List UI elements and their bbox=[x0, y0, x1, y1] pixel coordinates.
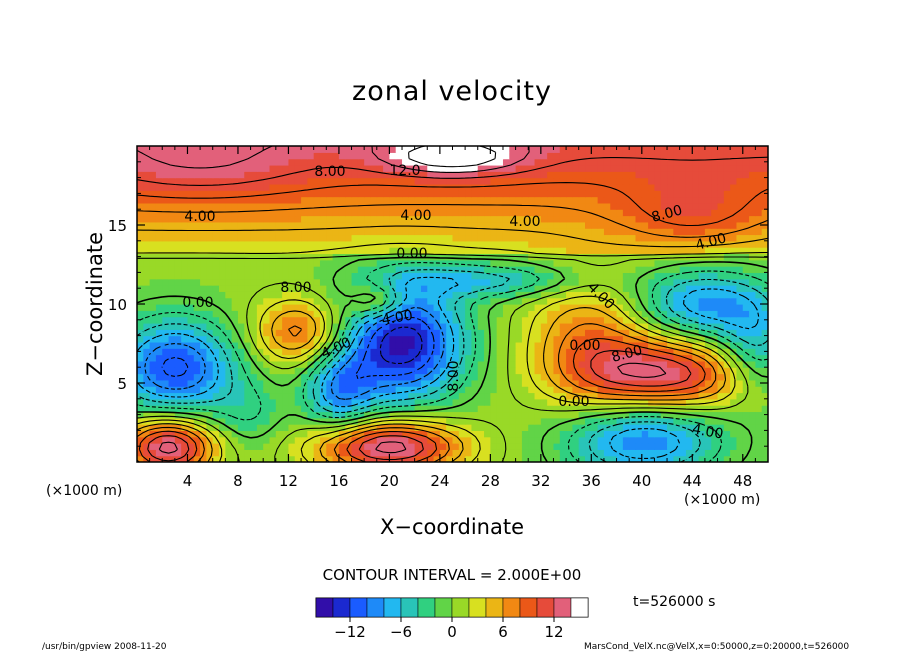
x-tick-label: 28 bbox=[481, 472, 500, 490]
x-unit-left: (×1000 m) bbox=[46, 483, 123, 499]
x-tick-label: 44 bbox=[683, 472, 702, 490]
x-unit-right: (×1000 m) bbox=[684, 492, 761, 508]
x-tick-label: 32 bbox=[531, 472, 550, 490]
colorbar-segment bbox=[383, 597, 402, 618]
contour-label: 8.00 bbox=[610, 342, 644, 366]
colorbar-tick-label: 12 bbox=[544, 623, 563, 641]
colorbar-segment bbox=[451, 597, 470, 618]
y-tick-label: 15 bbox=[108, 217, 127, 235]
y-tick-label: 5 bbox=[117, 375, 127, 393]
colorbar-tick-label: 6 bbox=[498, 623, 508, 641]
contour-label: 8.00 bbox=[650, 202, 684, 226]
contour-label: 8.00 bbox=[446, 360, 462, 391]
x-tick-label: 48 bbox=[733, 472, 752, 490]
contour-label: 8.00 bbox=[280, 280, 311, 296]
chart-title: zonal velocity bbox=[352, 76, 552, 107]
x-axis-label: X−coordinate bbox=[380, 515, 524, 539]
contour-label: 4.00 bbox=[691, 421, 724, 442]
x-tick-label: 4 bbox=[183, 472, 193, 490]
colorbar-segment bbox=[502, 597, 521, 618]
x-tick-label: 16 bbox=[329, 472, 348, 490]
contour-label: 0.00 bbox=[182, 295, 213, 311]
colorbar-ticks: −12 −6 0 6 12 bbox=[334, 617, 564, 641]
contour-label: 4.00 bbox=[509, 214, 540, 230]
colorbar-tick-label: 0 bbox=[447, 623, 457, 641]
colorbar-tick-label: −12 bbox=[334, 623, 366, 641]
x-tick-label: 20 bbox=[380, 472, 399, 490]
contour-label: 4.00 bbox=[184, 209, 215, 225]
colorbar-segments bbox=[315, 597, 589, 618]
contour-interval: CONTOUR INTERVAL = 2.000E+00 bbox=[322, 566, 582, 584]
contour-label: 0.00 bbox=[558, 394, 589, 410]
contour-label: 12.0 bbox=[389, 163, 420, 179]
colorbar-segment bbox=[349, 597, 368, 618]
contour-label: 0.00 bbox=[396, 246, 427, 262]
x-tick-label: 36 bbox=[582, 472, 601, 490]
colorbar-segment bbox=[434, 597, 453, 618]
contour-label: 4.00 bbox=[400, 208, 431, 224]
y-axis: 5 10 15 bbox=[108, 161, 768, 447]
footer-right: MarsCond_VelX.nc@VelX,x=0:50000,z=0:2000… bbox=[584, 642, 850, 652]
y-tick-label: 10 bbox=[108, 296, 127, 314]
contour-label: 0.00 bbox=[569, 338, 600, 354]
y-axis-label: Z−coordinate bbox=[83, 232, 107, 376]
colorbar-segment bbox=[570, 597, 589, 618]
colorbar-segment bbox=[519, 597, 538, 618]
contour-lines bbox=[137, 146, 768, 462]
x-tick-label: 40 bbox=[632, 472, 651, 490]
colorbar-segment bbox=[400, 597, 419, 618]
colorbar-segment bbox=[468, 597, 487, 618]
time-info: t=526000 s bbox=[633, 594, 716, 610]
colorbar-tick-label: −6 bbox=[390, 623, 412, 641]
x-tick-label: 8 bbox=[233, 472, 243, 490]
footer-left: /usr/bin/gpview 2008-11-20 bbox=[42, 642, 167, 652]
contour-label: 4.00 bbox=[381, 307, 414, 328]
x-axis: 4 8 12 16 20 24 28 32 36 40 44 48 bbox=[149, 146, 756, 490]
colorbar-segment bbox=[536, 597, 555, 618]
velocity-field bbox=[137, 146, 768, 462]
colorbar-segment bbox=[417, 597, 436, 618]
colorbar-segment bbox=[553, 597, 572, 618]
contour-label: 4.00 bbox=[694, 230, 728, 254]
x-tick-label: 24 bbox=[430, 472, 449, 490]
colorbar-segment bbox=[485, 597, 504, 618]
colorbar-segment bbox=[332, 597, 351, 618]
colorbar-segment bbox=[366, 597, 385, 618]
colorbar-segment bbox=[315, 597, 334, 618]
x-tick-label: 12 bbox=[279, 472, 298, 490]
contour-label: 8.00 bbox=[314, 164, 345, 180]
